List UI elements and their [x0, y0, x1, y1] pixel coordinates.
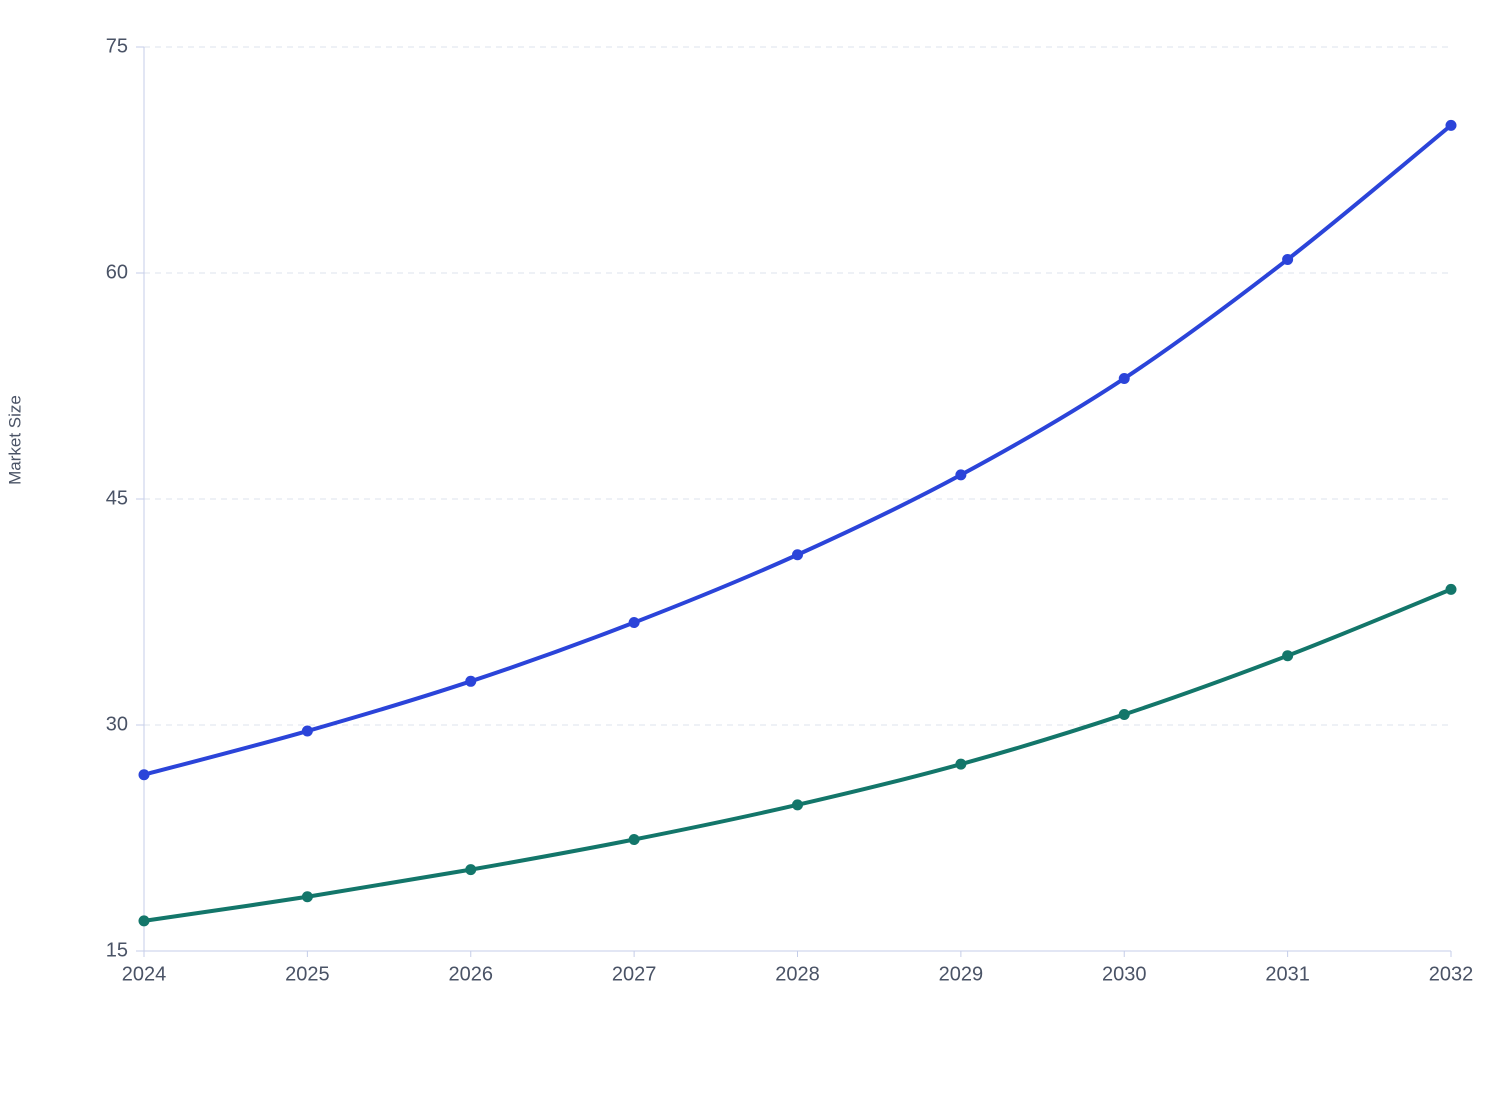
point — [138, 769, 150, 781]
point — [301, 891, 313, 903]
point — [1445, 119, 1457, 131]
series-line — [143, 123, 1453, 777]
point — [955, 469, 967, 481]
x-tick-label: 2028 — [775, 963, 820, 985]
point — [301, 725, 313, 737]
y-tick-label: 60 — [106, 261, 128, 283]
point — [1282, 253, 1294, 265]
x-tick-label: 2027 — [612, 963, 657, 985]
y-axis-label: Market Size — [5, 395, 24, 485]
series-line — [143, 587, 1452, 923]
x-tick-label: 2031 — [1265, 963, 1310, 985]
point — [465, 864, 477, 876]
point — [1118, 372, 1130, 384]
point — [465, 675, 477, 687]
y-tick-label: 75 — [106, 35, 128, 57]
point — [628, 617, 640, 629]
x-tick-label: 2024 — [122, 963, 167, 985]
point — [628, 834, 640, 846]
point — [1445, 583, 1457, 595]
x-tick-label: 2032 — [1429, 963, 1474, 985]
x-tick-label: 2026 — [449, 963, 494, 985]
point — [792, 799, 803, 811]
point — [955, 758, 967, 770]
x-tick-label: 2025 — [285, 963, 330, 985]
point — [1118, 708, 1130, 720]
x-tick-label: 2029 — [939, 963, 984, 985]
y-tick-label: 30 — [106, 713, 128, 735]
point — [1282, 650, 1294, 662]
point — [792, 549, 803, 561]
x-tick-label: 2030 — [1102, 963, 1147, 985]
point — [138, 915, 150, 927]
y-tick-label: 15 — [106, 939, 128, 961]
y-tick-label: 45 — [106, 487, 128, 509]
